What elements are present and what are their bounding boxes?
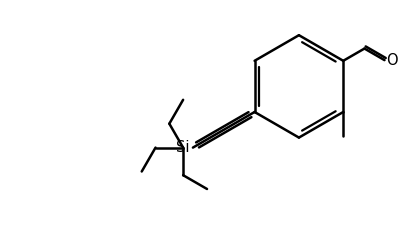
Text: O: O [385, 53, 397, 68]
Text: Si: Si [176, 140, 189, 155]
